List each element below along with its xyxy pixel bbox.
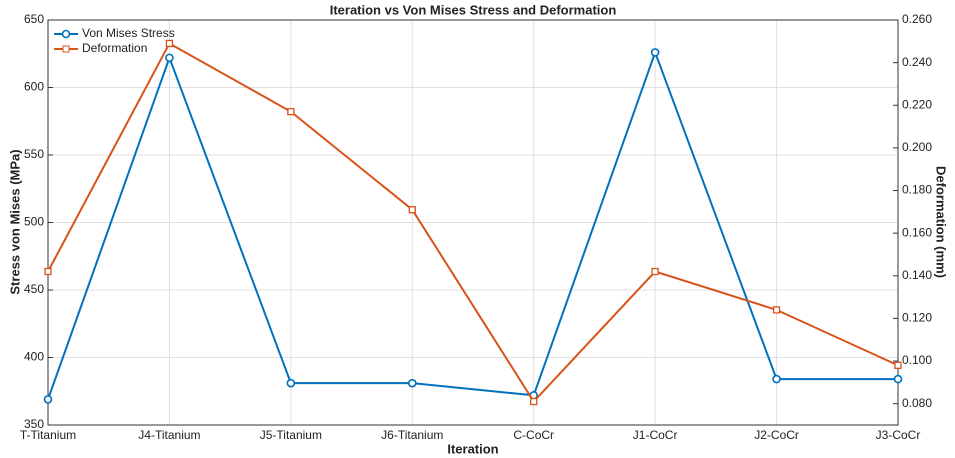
marker	[650, 48, 660, 57]
y-tick-label: 450	[24, 282, 44, 296]
marker	[287, 108, 295, 116]
marker	[651, 267, 659, 276]
y-tick-label: 400	[24, 350, 44, 364]
x-axis-label: Iteration	[447, 441, 498, 456]
y2-tick-label: 0.200	[902, 140, 932, 154]
y2-tick-label: 0.140	[902, 268, 932, 282]
y2-axis-label: Deformation (mm)	[934, 166, 949, 278]
x-tick-label: J2-CoCr	[754, 428, 799, 442]
legend-marker	[61, 29, 71, 39]
marker	[894, 361, 902, 369]
y2-tick-label: 0.100	[902, 353, 932, 367]
y-tick-label: 350	[24, 417, 44, 431]
legend-label: Von Mises Stress	[82, 26, 175, 40]
y2-tick-label: 0.260	[902, 12, 932, 26]
legend-marker	[62, 45, 70, 53]
marker	[408, 206, 416, 214]
series-line	[47, 42, 899, 404]
y-tick-label: 650	[24, 12, 44, 26]
x-tick-label: J6-Titanium	[381, 428, 443, 442]
y2-tick-label: 0.160	[902, 225, 932, 239]
x-tick-label: C-CoCr	[513, 428, 554, 442]
y2-tick-label: 0.080	[902, 396, 932, 410]
marker	[165, 53, 174, 63]
x-tick-label: J5-Titanium	[260, 428, 322, 442]
y2-tick-label: 0.220	[902, 97, 932, 111]
plot-frame	[47, 19, 899, 426]
y-axis-label: Stress von Mises (MPa)	[7, 149, 22, 294]
marker	[165, 39, 174, 48]
x-tick-label: J3-CoCr	[876, 428, 921, 442]
marker	[407, 378, 417, 388]
x-tick-label: J4-Titanium	[138, 428, 200, 442]
marker	[772, 306, 781, 314]
chart-title: Iteration vs Von Mises Stress and Deform…	[330, 2, 617, 17]
y2-tick-label: 0.120	[902, 311, 932, 325]
legend-label: Deformation	[82, 41, 147, 55]
marker	[286, 378, 296, 388]
y-tick-label: 550	[24, 147, 44, 161]
marker	[43, 395, 53, 404]
y2-tick-label: 0.240	[902, 55, 932, 69]
x-tick-label: T-Titanium	[20, 428, 76, 442]
y-tick-label: 500	[24, 215, 44, 229]
marker	[772, 374, 781, 384]
x-tick-label: J1-CoCr	[633, 428, 678, 442]
y-tick-label: 600	[24, 80, 44, 94]
marker	[44, 267, 52, 276]
marker	[893, 374, 903, 384]
y2-tick-label: 0.180	[902, 183, 932, 197]
series-line	[47, 49, 898, 400]
marker	[530, 397, 538, 406]
